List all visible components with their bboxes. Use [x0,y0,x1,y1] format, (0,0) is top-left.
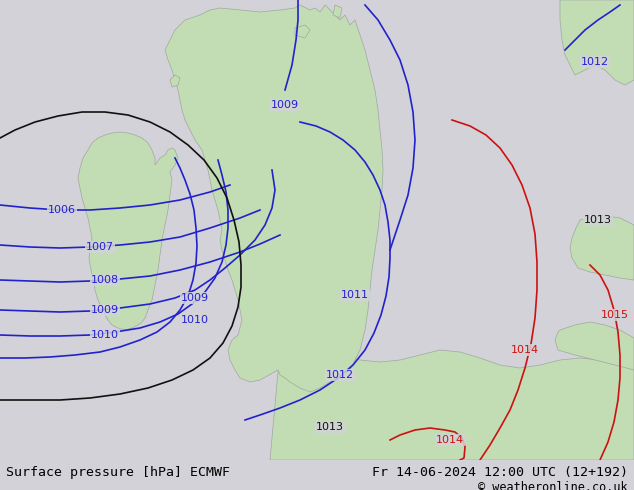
Text: 1009: 1009 [91,305,119,315]
Text: 1014: 1014 [511,345,539,355]
Text: 1012: 1012 [581,57,609,67]
Polygon shape [333,5,342,18]
Polygon shape [570,215,634,280]
Text: 1014: 1014 [436,435,464,445]
Text: 1010: 1010 [181,315,209,325]
Polygon shape [295,25,310,38]
Text: 1015: 1015 [601,310,629,320]
Polygon shape [165,5,383,392]
Text: 1011: 1011 [341,290,369,300]
Text: 1006: 1006 [48,205,76,215]
Text: 1013: 1013 [584,215,612,225]
Text: 1012: 1012 [326,370,354,380]
Polygon shape [170,75,180,87]
Text: Surface pressure [hPa] ECMWF: Surface pressure [hPa] ECMWF [6,466,230,479]
Text: 1010: 1010 [91,330,119,340]
Text: 1008: 1008 [91,275,119,285]
Text: 1007: 1007 [86,242,114,252]
Polygon shape [560,0,634,85]
Polygon shape [555,322,634,370]
Text: 1013: 1013 [316,422,344,432]
Text: 1009: 1009 [181,293,209,303]
Polygon shape [270,348,634,460]
Text: Fr 14-06-2024 12:00 UTC (12+192): Fr 14-06-2024 12:00 UTC (12+192) [372,466,628,479]
Text: © weatheronline.co.uk: © weatheronline.co.uk [478,481,628,490]
Text: 1009: 1009 [271,100,299,110]
Polygon shape [78,132,178,330]
